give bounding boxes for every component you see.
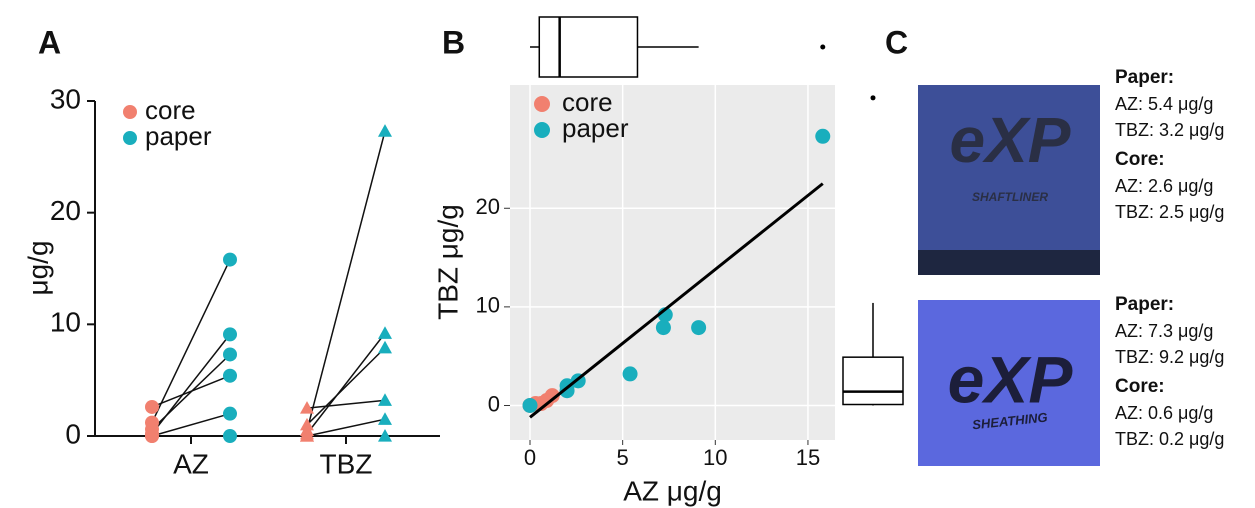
photo-sheathing bbox=[918, 300, 1100, 466]
x-tick-label: 10 bbox=[703, 445, 727, 470]
x-tick-label: 5 bbox=[617, 445, 629, 470]
caption-line: TBZ: 0.2 μg/g bbox=[1115, 429, 1224, 449]
caption-line: AZ: 5.4 μg/g bbox=[1115, 94, 1213, 114]
x-tick-label: 0 bbox=[524, 445, 536, 470]
y-tick-label: 20 bbox=[476, 194, 500, 219]
point bbox=[378, 429, 392, 442]
box bbox=[538, 16, 639, 78]
pair-line bbox=[306, 130, 386, 431]
point bbox=[223, 406, 237, 421]
panel-label: B bbox=[442, 24, 465, 60]
photo-shaftliner bbox=[918, 85, 1100, 275]
pair-line bbox=[306, 347, 386, 426]
legend-label: paper bbox=[145, 121, 212, 151]
point bbox=[300, 401, 314, 414]
y-tick-label: 20 bbox=[50, 195, 81, 226]
pair-line bbox=[151, 412, 231, 437]
x-tick-label: AZ bbox=[173, 448, 209, 479]
point bbox=[145, 429, 159, 443]
legend-marker bbox=[123, 105, 137, 119]
photo-caption: SHAFTLINER bbox=[972, 190, 1048, 204]
caption-line: AZ: 0.6 μg/g bbox=[1115, 403, 1213, 423]
x-axis-title: AZ μg/g bbox=[623, 475, 722, 506]
y-tick-label: 30 bbox=[50, 83, 81, 114]
legend-marker bbox=[534, 96, 550, 112]
x-tick-label: TBZ bbox=[320, 448, 373, 479]
legend-marker bbox=[123, 131, 137, 145]
y-tick-label: 0 bbox=[65, 418, 81, 449]
point bbox=[622, 366, 638, 382]
point bbox=[378, 326, 392, 339]
point bbox=[815, 128, 831, 144]
legend-label: paper bbox=[562, 113, 629, 143]
photo-edge bbox=[918, 250, 1100, 275]
point bbox=[378, 340, 392, 354]
x-tick-label: 15 bbox=[796, 445, 820, 470]
pair-line bbox=[151, 333, 231, 435]
point bbox=[223, 327, 237, 342]
legend-label: core bbox=[145, 95, 196, 125]
pair-line bbox=[306, 418, 386, 437]
caption-line: TBZ: 9.2 μg/g bbox=[1115, 347, 1224, 367]
point bbox=[145, 399, 159, 414]
y-tick-label: 0 bbox=[488, 391, 500, 416]
point bbox=[544, 388, 560, 404]
y-tick-label: 10 bbox=[476, 293, 500, 318]
pair-line bbox=[306, 399, 386, 409]
panel-label: A bbox=[38, 24, 61, 60]
point bbox=[223, 368, 237, 383]
point bbox=[223, 347, 237, 362]
legend-label: core bbox=[562, 87, 613, 117]
caption-heading: Core: bbox=[1115, 149, 1165, 170]
y-axis-title: μg/g bbox=[22, 240, 53, 295]
box bbox=[842, 356, 904, 406]
point bbox=[522, 397, 538, 413]
photo-logo: eXP bbox=[948, 342, 1074, 416]
y-tick-label: 10 bbox=[50, 307, 81, 338]
point bbox=[300, 417, 314, 431]
caption-heading: Paper: bbox=[1115, 294, 1174, 315]
caption-line: AZ: 7.3 μg/g bbox=[1115, 321, 1213, 341]
point bbox=[378, 412, 392, 425]
caption-line: AZ: 2.6 μg/g bbox=[1115, 176, 1213, 196]
box-outlier bbox=[870, 95, 876, 101]
legend-marker bbox=[534, 122, 550, 138]
caption-line: TBZ: 2.5 μg/g bbox=[1115, 202, 1224, 222]
point bbox=[145, 415, 159, 430]
pair-line bbox=[306, 332, 386, 435]
box-outlier bbox=[820, 44, 826, 50]
caption-line: TBZ: 3.2 μg/g bbox=[1115, 120, 1224, 140]
caption-heading: Paper: bbox=[1115, 67, 1174, 88]
y-axis-title: TBZ μg/g bbox=[432, 204, 463, 320]
point bbox=[378, 124, 392, 137]
photo-logo: eXP bbox=[950, 104, 1071, 176]
point bbox=[223, 252, 237, 267]
point bbox=[691, 320, 707, 336]
caption-heading: Core: bbox=[1115, 376, 1165, 397]
point bbox=[378, 393, 392, 406]
panel-label: C bbox=[885, 24, 908, 60]
point bbox=[223, 429, 237, 443]
point bbox=[655, 320, 671, 336]
plot-background bbox=[510, 85, 835, 440]
point bbox=[300, 429, 314, 442]
fit-line bbox=[529, 182, 824, 419]
pair-line bbox=[151, 259, 231, 423]
